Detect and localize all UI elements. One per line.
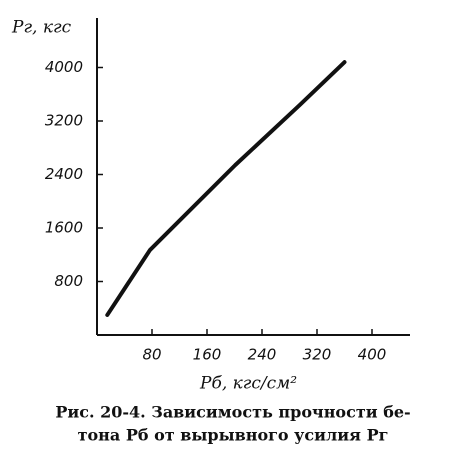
y-tick-label: 2400 (45, 165, 83, 183)
caption-line: тона Pб от вырывного усилия Pг (78, 426, 389, 445)
x-tick-label: 160 (193, 346, 222, 364)
x-axis-label: Pб, кгс/см² (199, 374, 297, 394)
line (105, 60, 347, 317)
x-tick-label: 400 (358, 346, 387, 364)
y-tick-label: 4000 (45, 58, 83, 76)
y-tick-label: 1600 (45, 219, 83, 237)
x-tick-label: 240 (248, 346, 277, 364)
x-tick-label: 80 (142, 346, 161, 364)
y-axis-label: Pг, кгс (11, 18, 72, 38)
caption-line: Рис. 20-4. Зависимость прочности бе- (55, 403, 410, 422)
x-tick-label: 320 (303, 346, 332, 364)
y-tick-label: 800 (54, 272, 83, 290)
y-tick-label: 3200 (45, 112, 83, 130)
